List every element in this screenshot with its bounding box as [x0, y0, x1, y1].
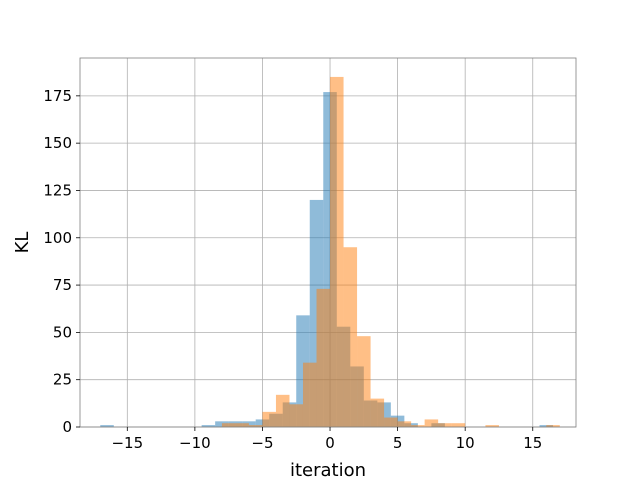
x-tick-label: −15: [111, 434, 143, 452]
x-tick-label: 15: [523, 434, 542, 452]
histogram-bar: [411, 425, 425, 427]
y-tick-label: 50: [53, 323, 72, 341]
histogram-bar: [546, 425, 560, 427]
histogram-bar: [248, 425, 263, 427]
histogram-bar: [384, 417, 398, 427]
plot-frame: [79, 57, 577, 428]
y-tick-label: 175: [43, 87, 72, 105]
y-tick-label: 0: [62, 418, 72, 436]
y-tick-label: 125: [43, 181, 72, 199]
histogram-bar: [215, 421, 229, 427]
histogram-bar: [330, 76, 344, 427]
histogram-bars: [100, 76, 560, 428]
x-tick-label: 0: [325, 434, 335, 452]
histogram-bar: [316, 288, 331, 427]
x-axis-label: iteration: [290, 460, 366, 480]
y-tick-label: 150: [43, 134, 72, 152]
x-tick-label: 10: [456, 434, 475, 452]
y-tick-label: 25: [53, 371, 72, 389]
histogram-bar: [438, 423, 452, 427]
histogram-bar: [357, 336, 371, 427]
histogram-bar: [302, 362, 317, 427]
histogram-bar: [201, 425, 216, 427]
histogram-bar: [451, 423, 466, 427]
histogram-bar: [221, 423, 236, 427]
histogram-bar: [235, 423, 249, 427]
histogram-bar: [262, 411, 276, 427]
y-axis-label: KL: [12, 232, 33, 254]
x-tick-label: −10: [179, 434, 211, 452]
x-tick-label: −5: [251, 434, 273, 452]
histogram-bar: [275, 394, 290, 427]
y-tick-label: 100: [43, 229, 72, 247]
histogram-bar: [343, 247, 358, 427]
histogram-bar: [370, 398, 385, 427]
histogram-bar: [485, 425, 499, 427]
histogram-series-2: [221, 76, 560, 427]
histogram-bar: [289, 404, 303, 427]
y-tick-label: 75: [53, 276, 72, 294]
histogram-bar: [100, 425, 114, 427]
histogram-bar: [424, 419, 439, 427]
x-tick-label: 5: [393, 434, 403, 452]
histogram-bar: [397, 421, 412, 427]
